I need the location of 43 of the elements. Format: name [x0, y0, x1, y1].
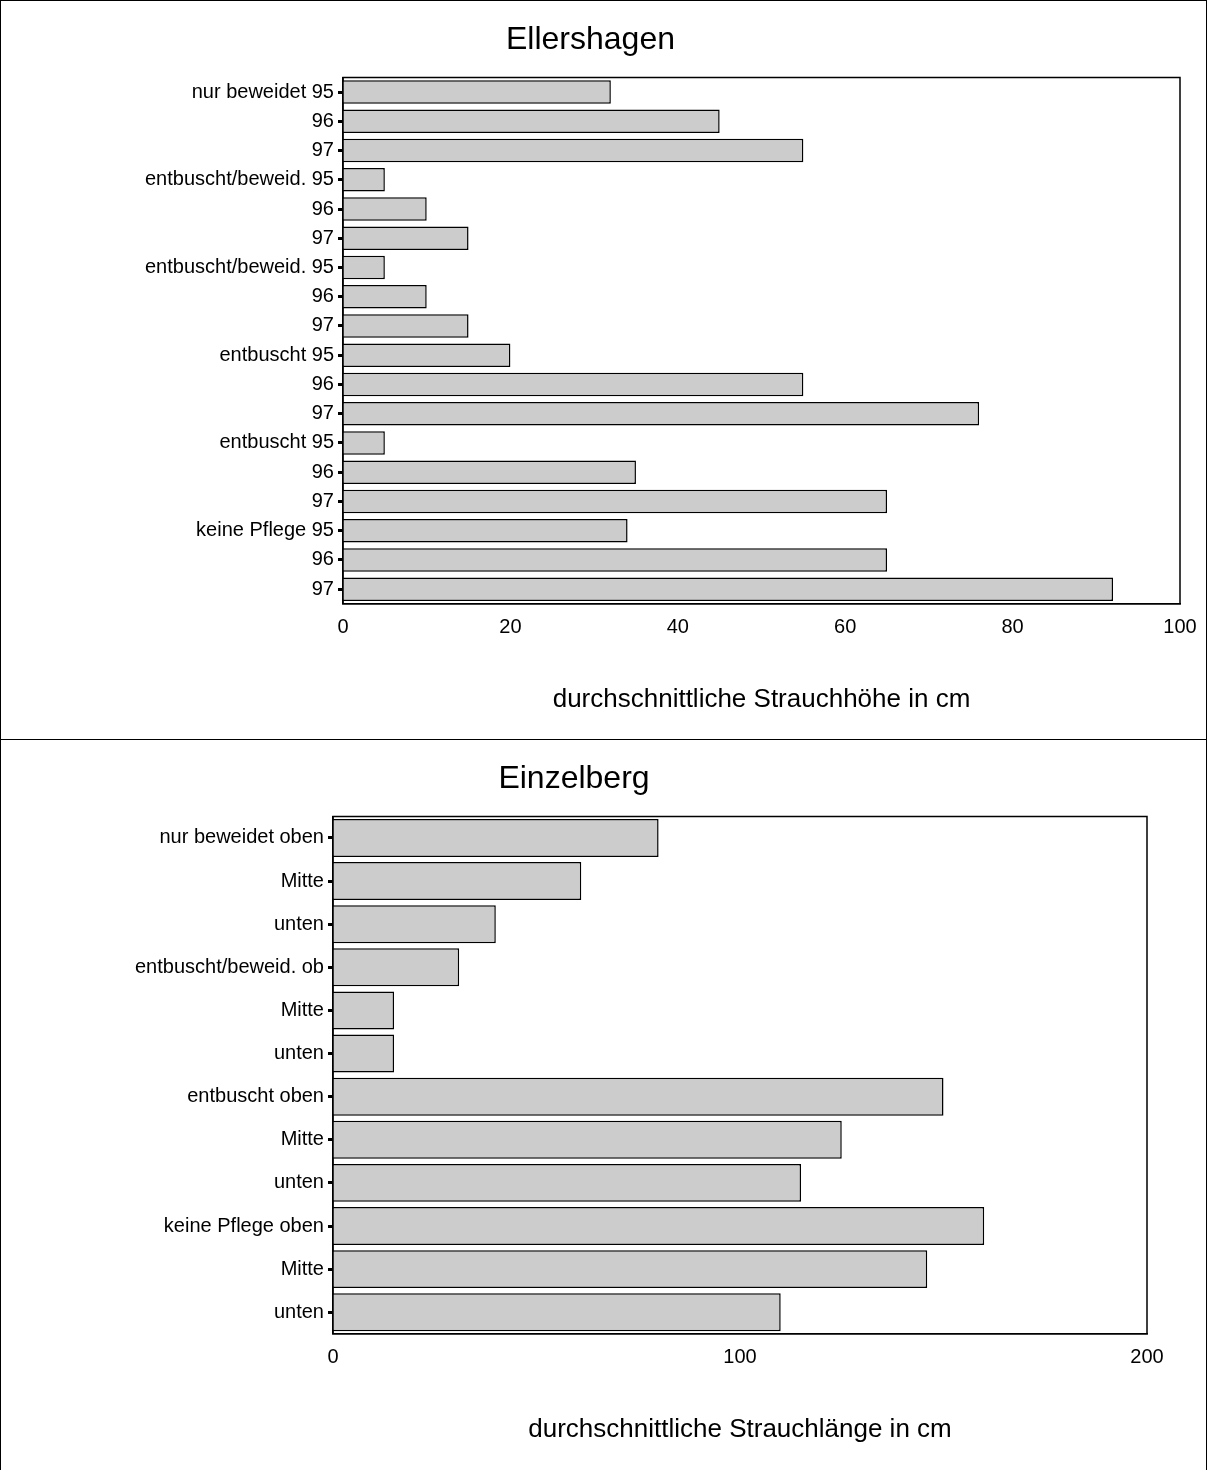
y-tick-label: unten: [273, 1041, 324, 1064]
y-tick-label: 97: [311, 576, 334, 599]
chart-title: Einzelberg: [498, 759, 650, 796]
x-tick-label: 80: [1001, 615, 1024, 638]
x-tick-label: 200: [1130, 1345, 1164, 1368]
y-tick-label: keine Pflege 95: [196, 518, 334, 541]
y-tick-label: 97: [311, 225, 334, 248]
x-tick-label: 0: [337, 615, 349, 638]
y-tick-label: 96: [311, 108, 334, 131]
y-tick-label: nur beweidet oben: [159, 825, 324, 848]
y-tick-label: 96: [311, 371, 334, 394]
y-tick-label: Mitte: [280, 1127, 324, 1150]
x-axis-title: durchschnittliche Strauchhöhe in cm: [552, 682, 971, 713]
y-tick-label: keine Pflege oben: [163, 1213, 324, 1236]
chart-title: Ellershagen: [506, 20, 675, 57]
y-tick-label: 97: [311, 313, 334, 336]
y-tick-label: unten: [273, 911, 324, 934]
y-tick-label: unten: [273, 1170, 324, 1193]
y-tick-label: entbuscht/beweid. ob: [134, 954, 324, 977]
y-tick-label: 97: [311, 488, 334, 511]
y-tick-label: 96: [311, 284, 334, 307]
y-tick-label: Mitte: [280, 997, 324, 1020]
y-tick-label: entbuscht/beweid. 95: [144, 167, 334, 190]
x-tick-label: 60: [834, 615, 857, 638]
y-tick-label: unten: [273, 1299, 324, 1322]
y-tick-label: 96: [311, 196, 334, 219]
y-tick-label: entbuscht oben: [187, 1084, 324, 1107]
x-tick-label: 0: [327, 1345, 339, 1368]
y-tick-label: 97: [311, 401, 334, 424]
y-tick-label: 97: [311, 138, 334, 161]
y-tick-label: entbuscht 95: [219, 342, 334, 365]
y-tick-label: Mitte: [280, 868, 324, 891]
x-tick-label: 40: [666, 615, 689, 638]
y-tick-label: 96: [311, 547, 334, 570]
x-tick-label: 20: [499, 615, 522, 638]
x-tick-label: 100: [723, 1345, 757, 1368]
x-tick-label: 100: [1163, 615, 1197, 638]
y-tick-label: nur beweidet 95: [191, 79, 334, 102]
y-tick-label: entbuscht 95: [219, 430, 334, 453]
x-axis-title: durchschnittliche Strauchlänge in cm: [528, 1412, 952, 1443]
y-tick-label: entbuscht/beweid. 95: [144, 255, 334, 277]
y-tick-label: 96: [311, 459, 334, 482]
y-tick-label: Mitte: [280, 1256, 324, 1279]
